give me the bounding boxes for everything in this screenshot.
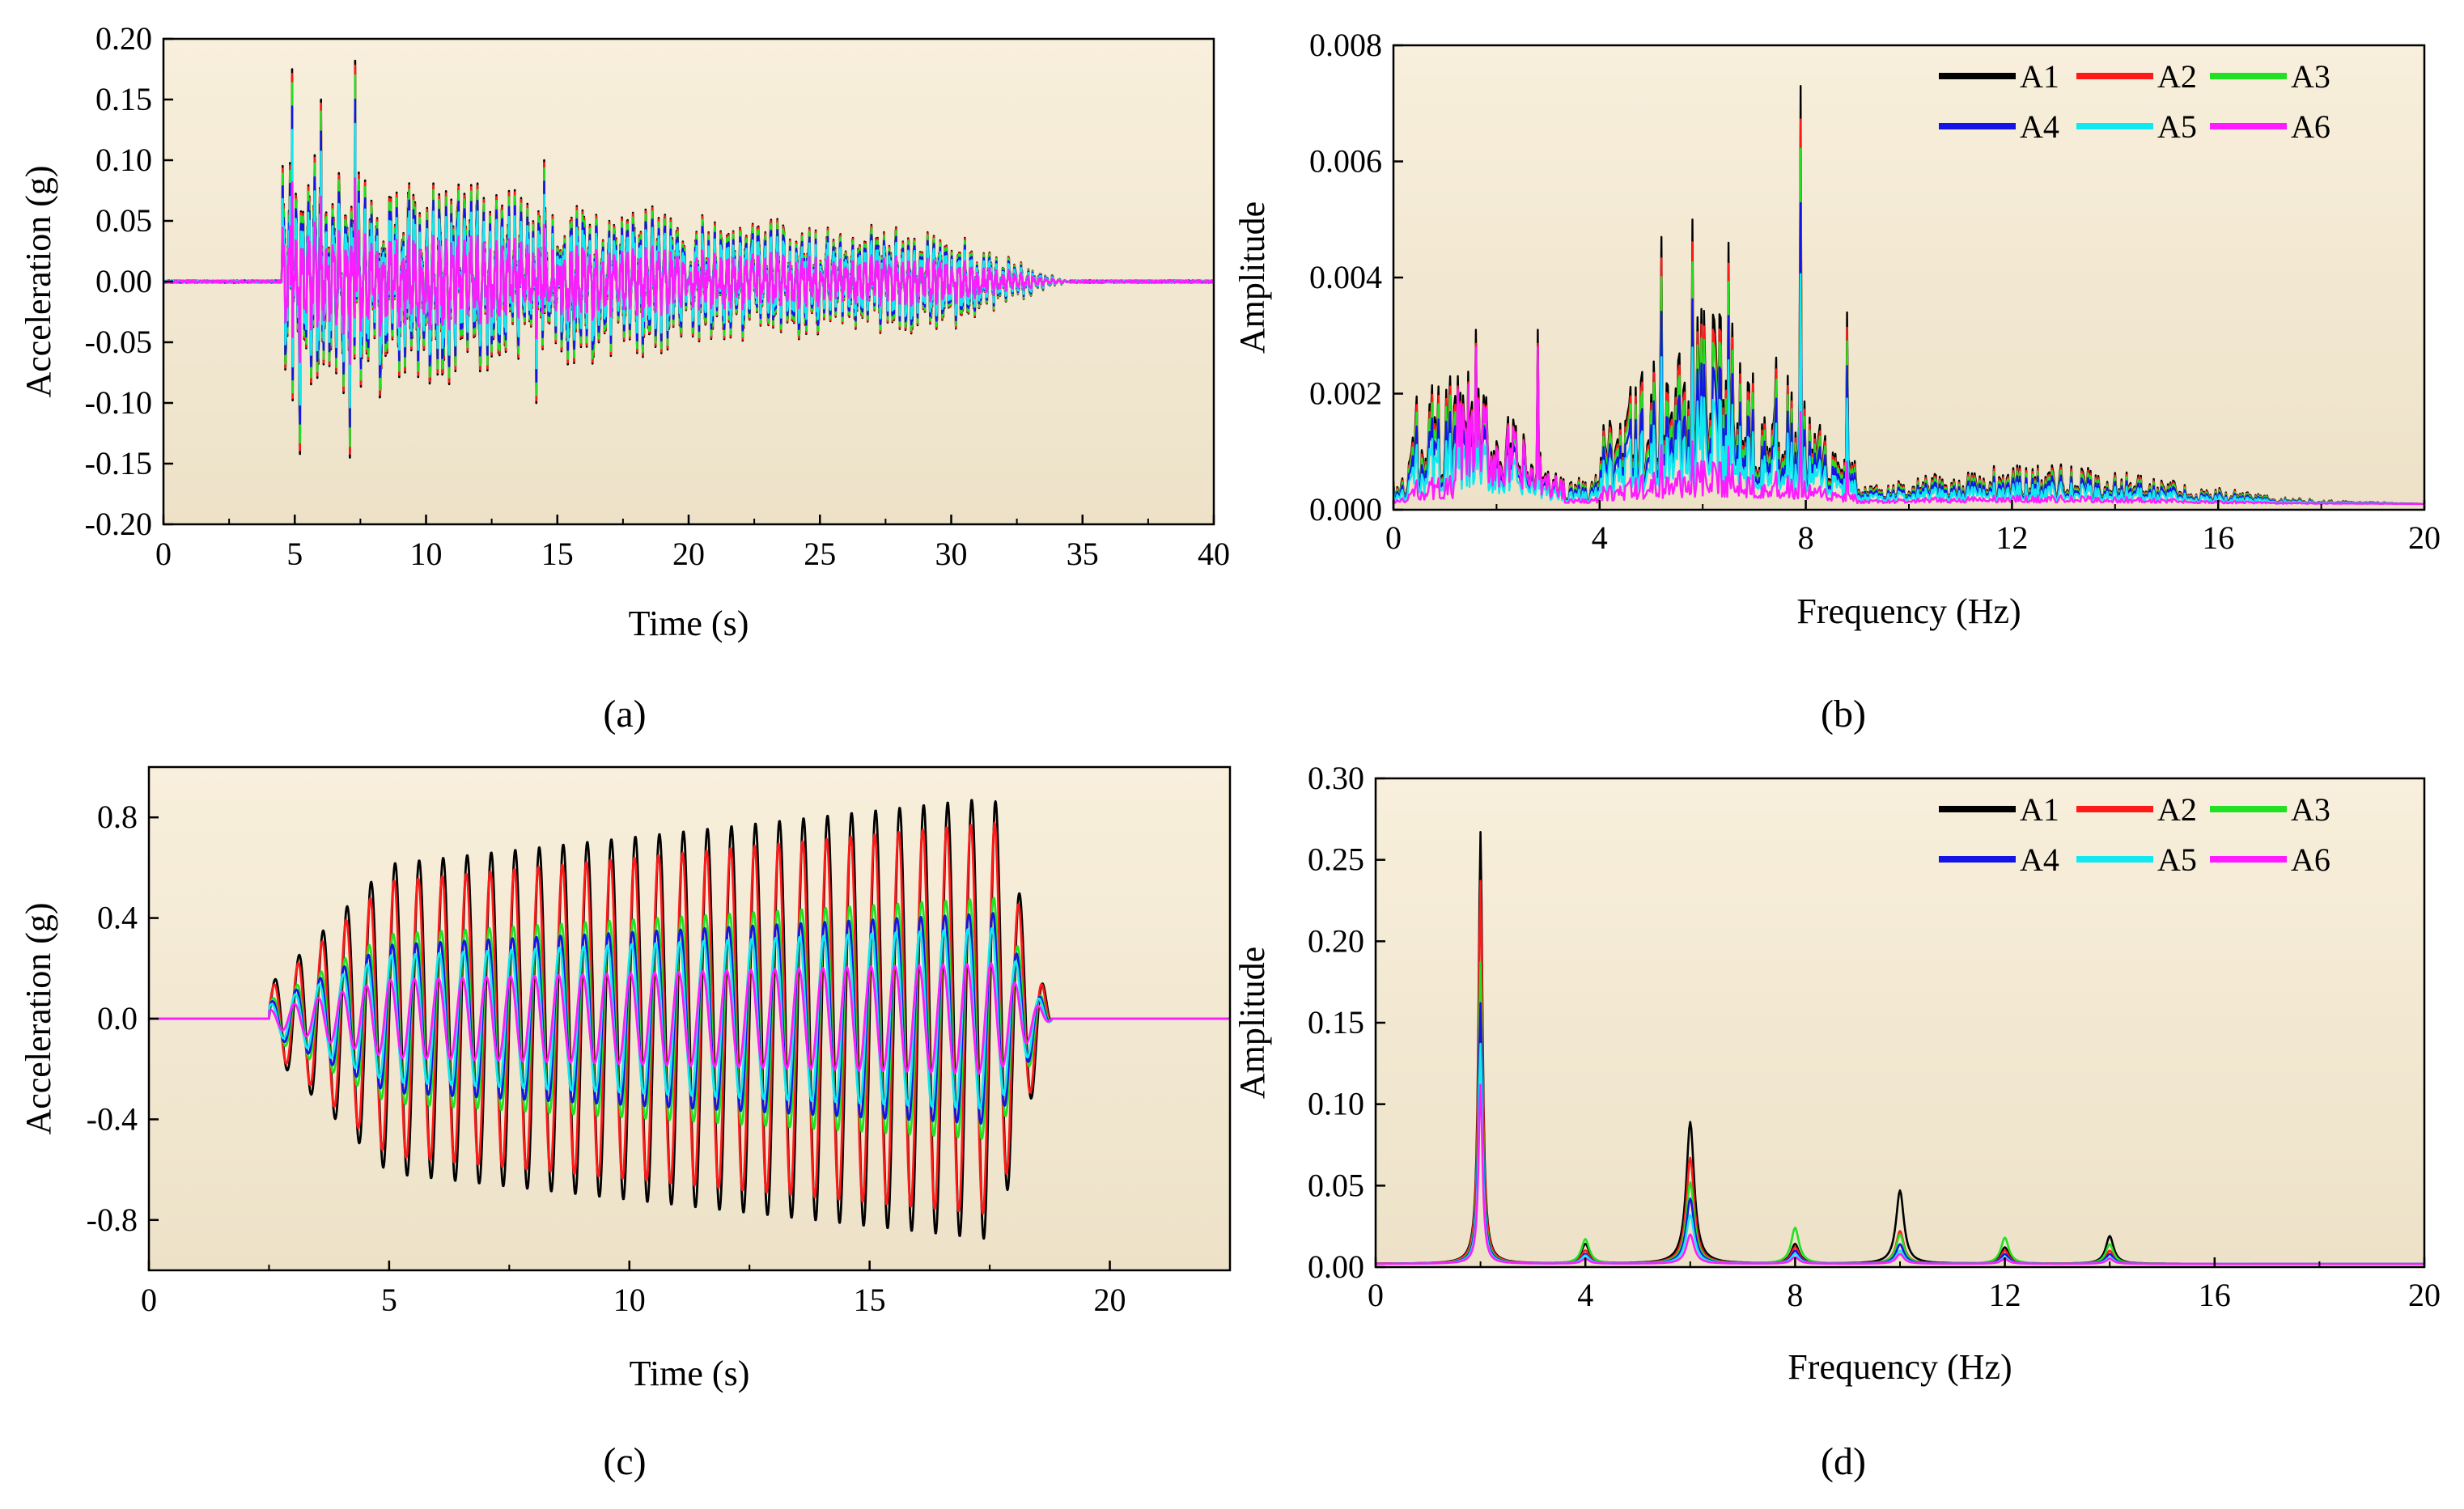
legend-label-A6: A6 [2291, 108, 2330, 145]
legend-label-A3: A3 [2291, 791, 2330, 828]
legend-label-A5: A5 [2157, 841, 2197, 878]
series-group-a [163, 59, 1214, 459]
y-tick-label-a: 0.15 [95, 81, 152, 117]
ylabel-b: Amplitude [1232, 201, 1272, 354]
x-tick-label-a: 30 [935, 536, 968, 572]
x-tick-label-c: 20 [1094, 1282, 1126, 1318]
y-tick-label-d: 0.05 [1308, 1167, 1364, 1203]
y-tick-label-b: 0.000 [1309, 491, 1382, 528]
legend-label-A2: A2 [2157, 791, 2197, 828]
x-tick-label-a: 10 [410, 536, 443, 572]
panel-label-d: (d) [1821, 1440, 1866, 1483]
y-tick-label-b: 0.002 [1309, 375, 1382, 412]
x-tick-label-c: 10 [613, 1282, 646, 1318]
x-tick-label-d: 20 [2408, 1277, 2441, 1313]
legend-label-A1: A1 [2020, 58, 2059, 95]
xlabel-b: Frequency (Hz) [1796, 591, 2021, 631]
ylabel-d: Amplitude [1232, 947, 1272, 1099]
xlabel-c: Time (s) [630, 1354, 750, 1393]
legend-d: A1 A2 A3 A4 A5 A6 [1939, 791, 2330, 878]
y-tick-label-a: 0.05 [95, 202, 152, 239]
legend-label-A4: A4 [2020, 841, 2059, 878]
y-tick-label-b: 0.006 [1309, 143, 1382, 180]
panel-label-c: (c) [603, 1440, 646, 1483]
y-tick-label-c: 0.4 [97, 900, 138, 936]
x-tick-label-a: 20 [672, 536, 705, 572]
x-tick-label-b: 0 [1385, 519, 1402, 556]
panel-label-a: (a) [603, 693, 646, 735]
x-tick-label-c: 5 [381, 1282, 397, 1318]
series-A6 [1393, 345, 2424, 505]
x-tick-label-a: 40 [1198, 536, 1230, 572]
legend-label-A5: A5 [2157, 108, 2197, 145]
y-tick-label-d: 0.00 [1308, 1248, 1364, 1285]
series-group-d [1376, 831, 2424, 1265]
y-tick-label-d: 0.25 [1308, 841, 1364, 878]
ticks-c: 0 5 10 15 20 -0.8 -0.4 0.0 0.4 0.8 [87, 799, 1126, 1318]
x-tick-label-d: 0 [1368, 1277, 1384, 1313]
x-tick-label-a: 5 [286, 536, 303, 572]
x-tick-label-d: 12 [1989, 1277, 2021, 1313]
ticks-d: 0 4 8 12 16 20 0.00 0.05 0.10 0.15 0.20 0.25 0.30 [1308, 760, 2441, 1313]
y-tick-label-c: 0.0 [97, 1000, 138, 1036]
x-tick-label-a: 35 [1067, 536, 1099, 572]
series-group-b [1393, 85, 2424, 505]
y-tick-label-b: 0.004 [1309, 259, 1382, 295]
ylabel-c: Acceleration (g) [19, 902, 58, 1134]
x-tick-label-a: 25 [804, 536, 836, 572]
y-tick-label-a: 0.20 [95, 20, 152, 57]
x-tick-label-b: 8 [1798, 519, 1814, 556]
y-tick-label-d: 0.10 [1308, 1086, 1364, 1122]
ylabel-a: Acceleration (g) [19, 165, 58, 397]
legend-label-A2: A2 [2157, 58, 2197, 95]
y-tick-label-d: 0.20 [1308, 922, 1364, 959]
series-group-c [149, 799, 1230, 1240]
x-tick-label-d: 16 [2199, 1277, 2231, 1313]
y-tick-label-a: 0.10 [95, 142, 152, 178]
y-tick-label-c: -0.8 [87, 1202, 138, 1238]
y-tick-label-d: 0.15 [1308, 1004, 1364, 1041]
legend-label-A4: A4 [2020, 108, 2059, 145]
legend-label-A3: A3 [2291, 58, 2330, 95]
y-tick-label-a: 0.00 [95, 263, 152, 299]
x-tick-label-b: 20 [2408, 519, 2441, 556]
ticks-a: 0 5 10 15 20 25 30 35 40 -0.20 -0.15 -0.10 -0.05 0.00… [85, 20, 1230, 572]
ticks-b: 0 4 8 12 16 20 0.000 0.002 0.004 0.006 0.008 [1309, 27, 2441, 556]
series-A6 [1376, 1083, 2424, 1265]
y-tick-label-a: -0.20 [85, 506, 152, 542]
x-tick-label-c: 15 [854, 1282, 886, 1318]
y-tick-label-a: -0.05 [85, 324, 152, 360]
x-tick-label-b: 12 [1995, 519, 2028, 556]
y-tick-label-a: -0.15 [85, 445, 152, 481]
panel-c: 0 5 10 15 20 -0.8 -0.4 0.0 0.4 0.8 Time (s) Accel… [19, 765, 1232, 1483]
legend-label-A1: A1 [2020, 791, 2059, 828]
legend-b: A1 A2 A3 A4 A5 A6 [1939, 58, 2330, 145]
panel-a: 0 5 10 15 20 25 30 35 40 -0.20 -0.15 -0.10 -0.05 0.00… [19, 20, 1230, 735]
y-tick-label-c: -0.4 [87, 1100, 138, 1137]
x-tick-label-a: 15 [541, 536, 574, 572]
plot-area-b [1393, 45, 2424, 510]
x-tick-label-b: 4 [1592, 519, 1608, 556]
y-tick-label-a: -0.10 [85, 384, 152, 421]
x-tick-label-d: 4 [1577, 1277, 1593, 1313]
xlabel-d: Frequency (Hz) [1788, 1347, 2012, 1387]
y-tick-label-d: 0.30 [1308, 760, 1364, 796]
x-tick-label-b: 16 [2202, 519, 2234, 556]
x-tick-label-c: 0 [141, 1282, 157, 1318]
x-tick-label-a: 0 [155, 536, 172, 572]
series-A6 [149, 962, 1230, 1075]
panel-d: 0 4 8 12 16 20 0.00 0.05 0.10 0.15 0.20 0.25 0.30 A1… [1232, 760, 2441, 1483]
x-tick-label-d: 8 [1787, 1277, 1803, 1313]
panel-label-b: (b) [1821, 693, 1866, 735]
y-tick-label-c: 0.8 [97, 799, 138, 835]
series-A6 [163, 177, 1214, 365]
xlabel-a: Time (s) [629, 604, 749, 643]
legend-label-A6: A6 [2291, 841, 2330, 878]
y-tick-label-b: 0.008 [1309, 27, 1382, 63]
